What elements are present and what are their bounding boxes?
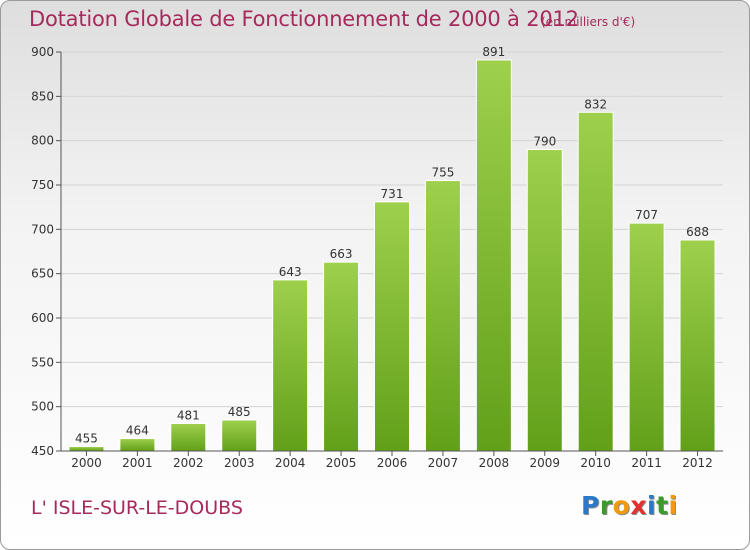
bar <box>526 149 563 452</box>
logo-letter: i <box>668 491 678 520</box>
bar <box>221 419 258 452</box>
x-tick-label: 2001 <box>122 456 153 470</box>
logo-letter: P <box>581 491 600 520</box>
commune-name: L' ISLE-SUR-LE-DOUBS <box>31 497 243 519</box>
y-tick-label: 450 <box>31 444 54 458</box>
data-label: 832 <box>584 97 607 111</box>
x-tick-label: 2010 <box>580 456 611 470</box>
x-tick-label: 2007 <box>428 456 459 470</box>
bar <box>628 222 665 452</box>
y-tick-label: 900 <box>31 45 54 59</box>
data-label: 455 <box>75 432 98 446</box>
proxiti-logo: Proxiti <box>581 491 678 520</box>
y-tick-label: 800 <box>31 134 54 148</box>
x-tick-label: 2006 <box>377 456 408 470</box>
x-tick-label: 2002 <box>173 456 204 470</box>
axes: 450 500 550 600 650 700 750 800 850 900 2000 2001 20… <box>31 45 723 470</box>
chart-unit: (en milliers d'€) <box>541 15 636 29</box>
y-tick-label: 550 <box>31 355 54 369</box>
data-label: 790 <box>533 135 556 149</box>
bar <box>424 180 461 452</box>
x-tick-label: 2000 <box>71 456 102 470</box>
y-tick-label: 500 <box>31 400 54 414</box>
logo-letter: x <box>630 491 647 520</box>
data-label: 464 <box>126 424 149 438</box>
x-tick-label: 2012 <box>682 456 713 470</box>
data-label: 891 <box>482 45 505 59</box>
data-label: 688 <box>686 225 709 239</box>
data-labels: 455 464 481 485 643 663 731 755 891 790 832 707 688 <box>75 45 709 446</box>
logo-letter: i <box>647 491 657 520</box>
data-label: 707 <box>635 208 658 222</box>
bar <box>68 446 105 452</box>
y-tick-label: 600 <box>31 311 54 325</box>
data-label: 755 <box>431 166 454 180</box>
logo-letter: o <box>612 491 631 520</box>
bar <box>170 423 207 452</box>
chart-title: Dotation Globale de Fonctionnement de 20… <box>29 7 579 31</box>
x-tick-label: 2009 <box>529 456 560 470</box>
x-tick-label: 2011 <box>631 456 662 470</box>
x-tick-label: 2008 <box>479 456 510 470</box>
y-tick-label: 750 <box>31 178 54 192</box>
bars <box>68 59 716 452</box>
y-tick-label: 650 <box>31 267 54 281</box>
data-label: 481 <box>177 409 200 423</box>
bar <box>679 239 716 452</box>
data-label: 731 <box>381 187 404 201</box>
bar <box>119 438 156 452</box>
x-tick-label: 2003 <box>224 456 255 470</box>
x-tick-label: 2004 <box>275 456 306 470</box>
x-tick-label: 2005 <box>326 456 357 470</box>
logo-letter: t <box>656 491 669 520</box>
data-label: 663 <box>330 247 353 261</box>
data-label: 485 <box>228 405 251 419</box>
bar <box>374 201 410 452</box>
y-tick-label: 850 <box>31 89 54 103</box>
bar <box>323 261 360 452</box>
bar <box>577 111 614 452</box>
bar <box>475 59 512 452</box>
y-tick-label: 700 <box>31 222 54 236</box>
data-label: 643 <box>279 265 302 279</box>
logo-letter: r <box>599 491 613 520</box>
bar <box>272 279 309 452</box>
